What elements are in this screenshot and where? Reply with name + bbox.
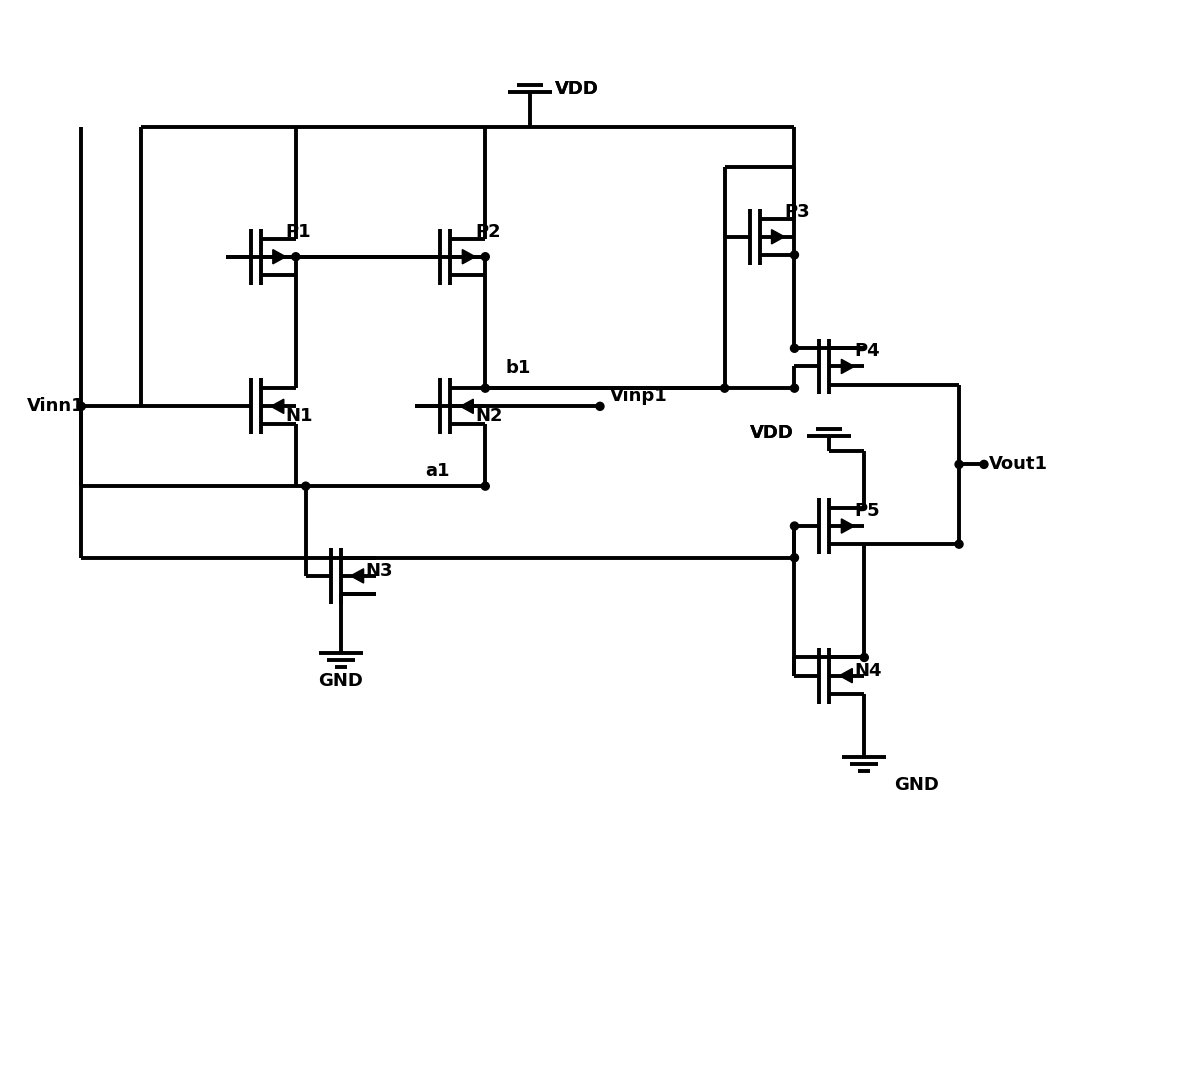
Circle shape bbox=[955, 540, 963, 548]
Text: P3: P3 bbox=[785, 203, 810, 221]
Circle shape bbox=[791, 554, 798, 562]
Polygon shape bbox=[842, 519, 855, 534]
Text: N4: N4 bbox=[855, 662, 882, 680]
Text: N2: N2 bbox=[475, 408, 503, 425]
Text: P5: P5 bbox=[855, 502, 880, 520]
Text: VDD: VDD bbox=[555, 80, 599, 98]
Circle shape bbox=[481, 482, 489, 491]
Text: VDD: VDD bbox=[749, 424, 793, 442]
Circle shape bbox=[980, 461, 987, 468]
Circle shape bbox=[77, 402, 85, 410]
Circle shape bbox=[481, 253, 489, 260]
Text: VDD: VDD bbox=[555, 80, 599, 98]
Circle shape bbox=[596, 402, 604, 410]
Circle shape bbox=[791, 384, 798, 392]
Circle shape bbox=[791, 522, 798, 530]
Circle shape bbox=[955, 461, 963, 468]
Circle shape bbox=[861, 653, 868, 662]
Circle shape bbox=[302, 482, 310, 491]
Text: P2: P2 bbox=[475, 223, 501, 241]
Text: P4: P4 bbox=[855, 342, 880, 360]
Text: Vout1: Vout1 bbox=[989, 455, 1048, 473]
Polygon shape bbox=[350, 569, 363, 583]
Text: N1: N1 bbox=[285, 408, 314, 425]
Text: N3: N3 bbox=[366, 562, 393, 580]
Polygon shape bbox=[461, 399, 474, 413]
Polygon shape bbox=[462, 250, 475, 264]
Polygon shape bbox=[272, 250, 285, 264]
Polygon shape bbox=[839, 668, 852, 683]
Text: GND: GND bbox=[318, 671, 363, 690]
Circle shape bbox=[791, 251, 798, 259]
Circle shape bbox=[721, 384, 728, 392]
Circle shape bbox=[481, 384, 489, 392]
Circle shape bbox=[291, 253, 300, 260]
Text: Vinn1: Vinn1 bbox=[26, 397, 84, 415]
Text: VDD: VDD bbox=[749, 424, 793, 442]
Text: GND: GND bbox=[894, 777, 939, 794]
Circle shape bbox=[791, 344, 798, 352]
Text: Vinp1: Vinp1 bbox=[610, 387, 668, 406]
Text: P1: P1 bbox=[285, 223, 311, 241]
Text: a1: a1 bbox=[425, 463, 450, 480]
Polygon shape bbox=[271, 399, 284, 413]
Polygon shape bbox=[842, 359, 855, 373]
Polygon shape bbox=[772, 229, 785, 244]
Text: b1: b1 bbox=[506, 359, 530, 378]
